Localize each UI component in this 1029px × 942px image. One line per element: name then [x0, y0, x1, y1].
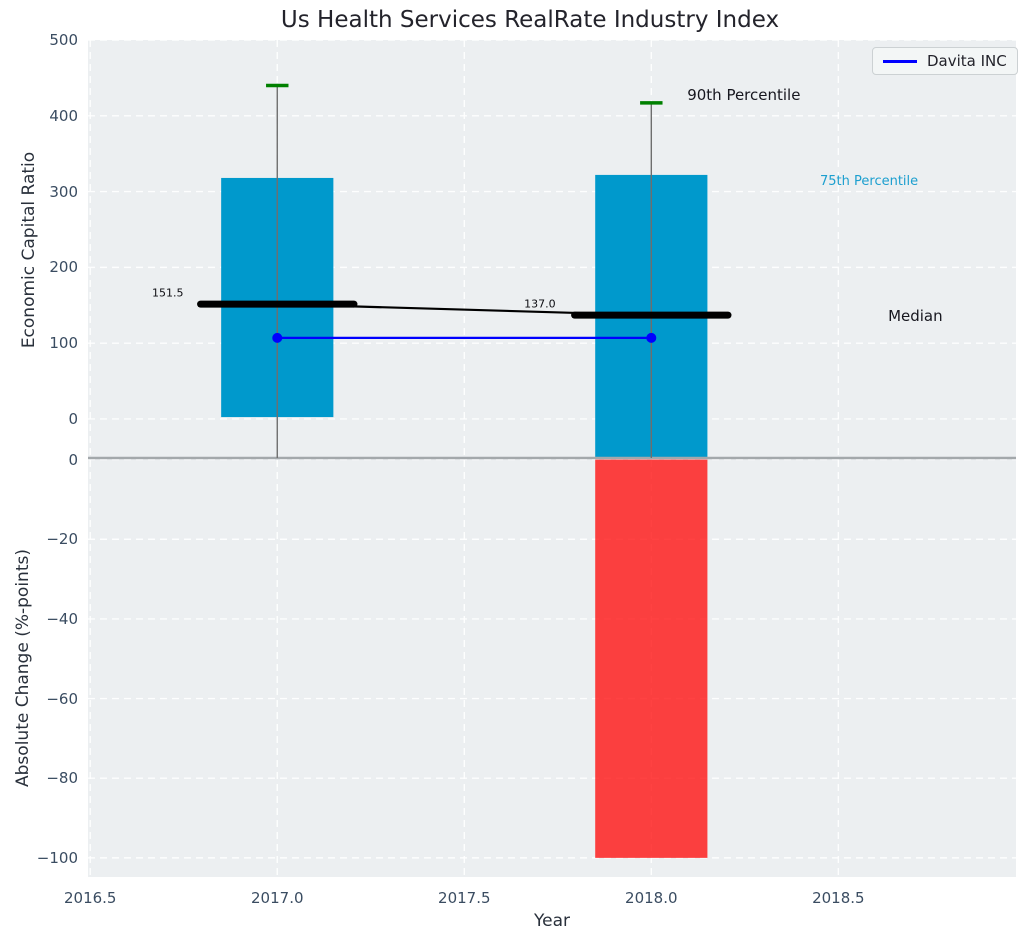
- annotation-75th-percentile: 75th Percentile: [820, 173, 919, 189]
- y-tick-bottom--60: −60: [46, 689, 78, 708]
- median-value-label-2017: 151.5: [151, 286, 184, 300]
- y-tick-bottom--40: −40: [46, 609, 78, 628]
- x-tick-2017.5: 2017.5: [438, 889, 491, 907]
- change-bar-2018: [595, 459, 708, 858]
- x-tick-2017.0: 2017.0: [251, 889, 304, 907]
- x-tick-2018.5: 2018.5: [812, 889, 865, 907]
- series-marker-davita: [646, 332, 657, 343]
- y-tick-top-0: 0: [68, 409, 78, 428]
- chart-title: Us Health Services RealRate Industry Ind…: [280, 7, 780, 33]
- y-tick-top-300: 300: [49, 182, 78, 201]
- y-tick-top-400: 400: [49, 106, 78, 125]
- y-axis-label-top: Economic Capital Ratio: [19, 151, 39, 349]
- legend-label: Davita INC: [927, 52, 1007, 70]
- legend: Davita INC: [872, 47, 1018, 75]
- y-tick-top-100: 100: [49, 334, 78, 353]
- y-tick-bottom-0: 0: [68, 450, 78, 469]
- y-tick-top-200: 200: [49, 258, 78, 277]
- y-axis-label-bottom: Absolute Change (%-points): [13, 549, 33, 787]
- legend-line-sample: [883, 59, 917, 63]
- median-value-label-2018: 137.0: [524, 297, 556, 311]
- y-tick-bottom--20: −20: [46, 530, 78, 549]
- y-tick-bottom--100: −100: [36, 848, 78, 867]
- y-tick-bottom--80: −80: [46, 769, 78, 788]
- y-tick-top-500: 500: [49, 31, 78, 49]
- x-axis-label: Year: [534, 911, 570, 931]
- annotation-median: Median: [888, 306, 943, 325]
- x-tick-2018.0: 2018.0: [625, 889, 678, 907]
- series-marker-davita: [272, 332, 283, 343]
- annotation-90th-percentile: 90th Percentile: [687, 86, 801, 105]
- x-tick-2016.5: 2016.5: [63, 889, 117, 907]
